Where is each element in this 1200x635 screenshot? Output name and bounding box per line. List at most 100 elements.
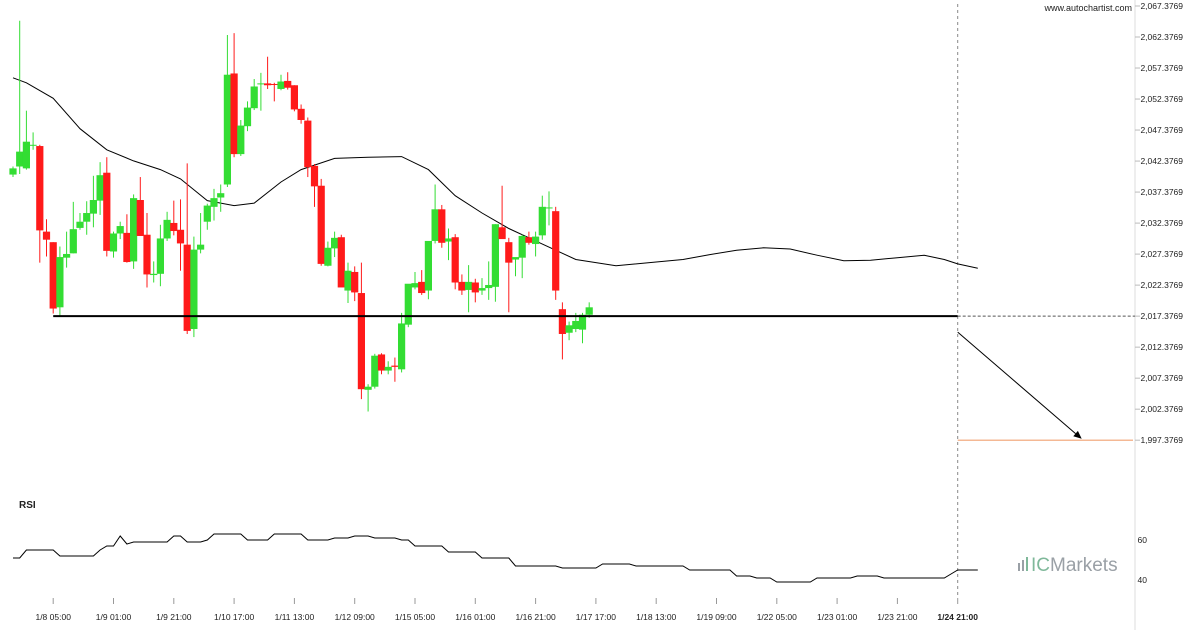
candle-body <box>42 231 51 240</box>
price-tick-label: 2,067.3769 <box>1140 1 1183 11</box>
price-tick-label: 2,062.3769 <box>1140 32 1183 42</box>
candle-body <box>230 73 238 155</box>
watermark-text: www.autochartist.com <box>1043 3 1132 13</box>
candle-body <box>156 238 164 274</box>
time-tick-label: 1/12 09:00 <box>335 612 375 622</box>
time-tick-label: 1/11 13:00 <box>275 612 315 622</box>
candle-body <box>237 125 245 155</box>
candle-body <box>485 284 493 289</box>
price-tick-label: 2,047.3769 <box>1140 125 1183 135</box>
rsi-tick-label: 60 <box>1138 535 1148 545</box>
logo-bar <box>1022 560 1024 571</box>
candle-body <box>89 200 97 214</box>
logo-name: Markets <box>1050 555 1118 576</box>
candle-body <box>264 83 272 86</box>
price-tick-label: 2,007.3769 <box>1140 373 1183 383</box>
candle-body <box>424 240 432 291</box>
candle-body <box>511 257 520 260</box>
time-tick-label: 1/23 01:00 <box>817 612 857 622</box>
candle-body <box>411 283 419 288</box>
time-tick-label: 1/8 05:00 <box>35 612 71 622</box>
candle-body <box>458 281 466 291</box>
price-tick-label: 2,037.3769 <box>1140 187 1183 197</box>
candle-body <box>22 141 30 169</box>
rsi-axis: 60 40 <box>1138 535 1148 585</box>
time-tick-label: 1/19 09:00 <box>696 612 736 622</box>
price-tick-label: 2,032.3769 <box>1140 218 1183 228</box>
candle-body <box>498 227 506 240</box>
candles <box>9 20 593 412</box>
candle-body <box>317 185 325 264</box>
candle-body <box>83 213 91 222</box>
candle-body <box>310 165 319 187</box>
rsi-title: RSI <box>19 500 36 511</box>
candle-body <box>190 249 198 330</box>
time-tick-label: 1/23 21:00 <box>877 612 917 622</box>
price-tick-label: 2,057.3769 <box>1140 63 1183 73</box>
candle-body <box>465 281 473 290</box>
candle-body <box>538 206 546 236</box>
time-tick-label: 1/24 21:00 <box>937 612 978 622</box>
candle-body <box>384 366 392 371</box>
price-tick-label: 2,042.3769 <box>1140 156 1183 166</box>
time-tick-label: 1/16 01:00 <box>455 612 495 622</box>
time-axis: 1/8 05:00 1/9 01:00 1/9 21:00 1/10 17:00 1/1… <box>35 598 978 622</box>
candle-body <box>364 386 372 390</box>
time-tick-label: 1/16 21:00 <box>516 612 556 622</box>
candle-body <box>29 144 37 146</box>
candle-body <box>518 235 526 258</box>
candle-body <box>183 244 191 331</box>
candle-body <box>552 211 560 291</box>
candle-body <box>243 107 252 127</box>
candle-body <box>290 85 298 110</box>
candle-body <box>176 229 185 244</box>
time-tick-label: 1/17 17:00 <box>576 612 616 622</box>
candle-body <box>163 219 171 239</box>
price-tick-label: 2,052.3769 <box>1140 94 1183 104</box>
candle-body <box>143 234 151 275</box>
candle-body <box>304 120 312 168</box>
logo-bar <box>1018 563 1020 571</box>
candle-body <box>491 224 499 287</box>
candle-body <box>109 233 118 252</box>
candle-body <box>377 354 386 371</box>
candle-body <box>257 83 265 85</box>
candle-body <box>150 273 158 276</box>
candle-body <box>545 207 553 209</box>
candle-body <box>136 200 144 236</box>
candle-body <box>558 309 566 334</box>
candle-body <box>170 222 178 232</box>
candle-body <box>210 198 218 207</box>
candle-body <box>572 320 580 330</box>
moving-average-line <box>12 77 978 269</box>
candle-body <box>391 365 399 367</box>
candle-body <box>478 288 486 291</box>
candle-body <box>585 307 593 315</box>
price-axis: 2,067.3769 2,062.3769 2,057.3769 2,052.3769… <box>1135 1 1183 445</box>
candle-body <box>337 237 345 288</box>
candle-body <box>130 198 138 262</box>
candle-body <box>197 244 205 250</box>
time-tick-label: 1/9 21:00 <box>156 612 192 622</box>
price-tick-label: 2,012.3769 <box>1140 342 1183 352</box>
candle-body <box>284 80 292 88</box>
candle-body <box>565 325 573 333</box>
candle-body <box>270 84 278 86</box>
candle-body <box>16 151 24 167</box>
candle-body <box>96 175 104 201</box>
candle-body <box>63 253 71 258</box>
candle-body <box>357 293 365 390</box>
rsi-line <box>13 533 978 583</box>
candle-body <box>431 209 439 241</box>
candle-body <box>103 172 111 251</box>
candle-body <box>69 229 77 254</box>
candle-body <box>123 232 131 263</box>
candle-body <box>217 193 225 198</box>
forecast-arrow-head <box>1073 430 1082 439</box>
candle-body <box>36 146 44 231</box>
price-tick-label: 2,002.3769 <box>1140 404 1183 414</box>
candle-body <box>49 242 57 309</box>
time-tick-label: 1/15 05:00 <box>395 612 435 622</box>
